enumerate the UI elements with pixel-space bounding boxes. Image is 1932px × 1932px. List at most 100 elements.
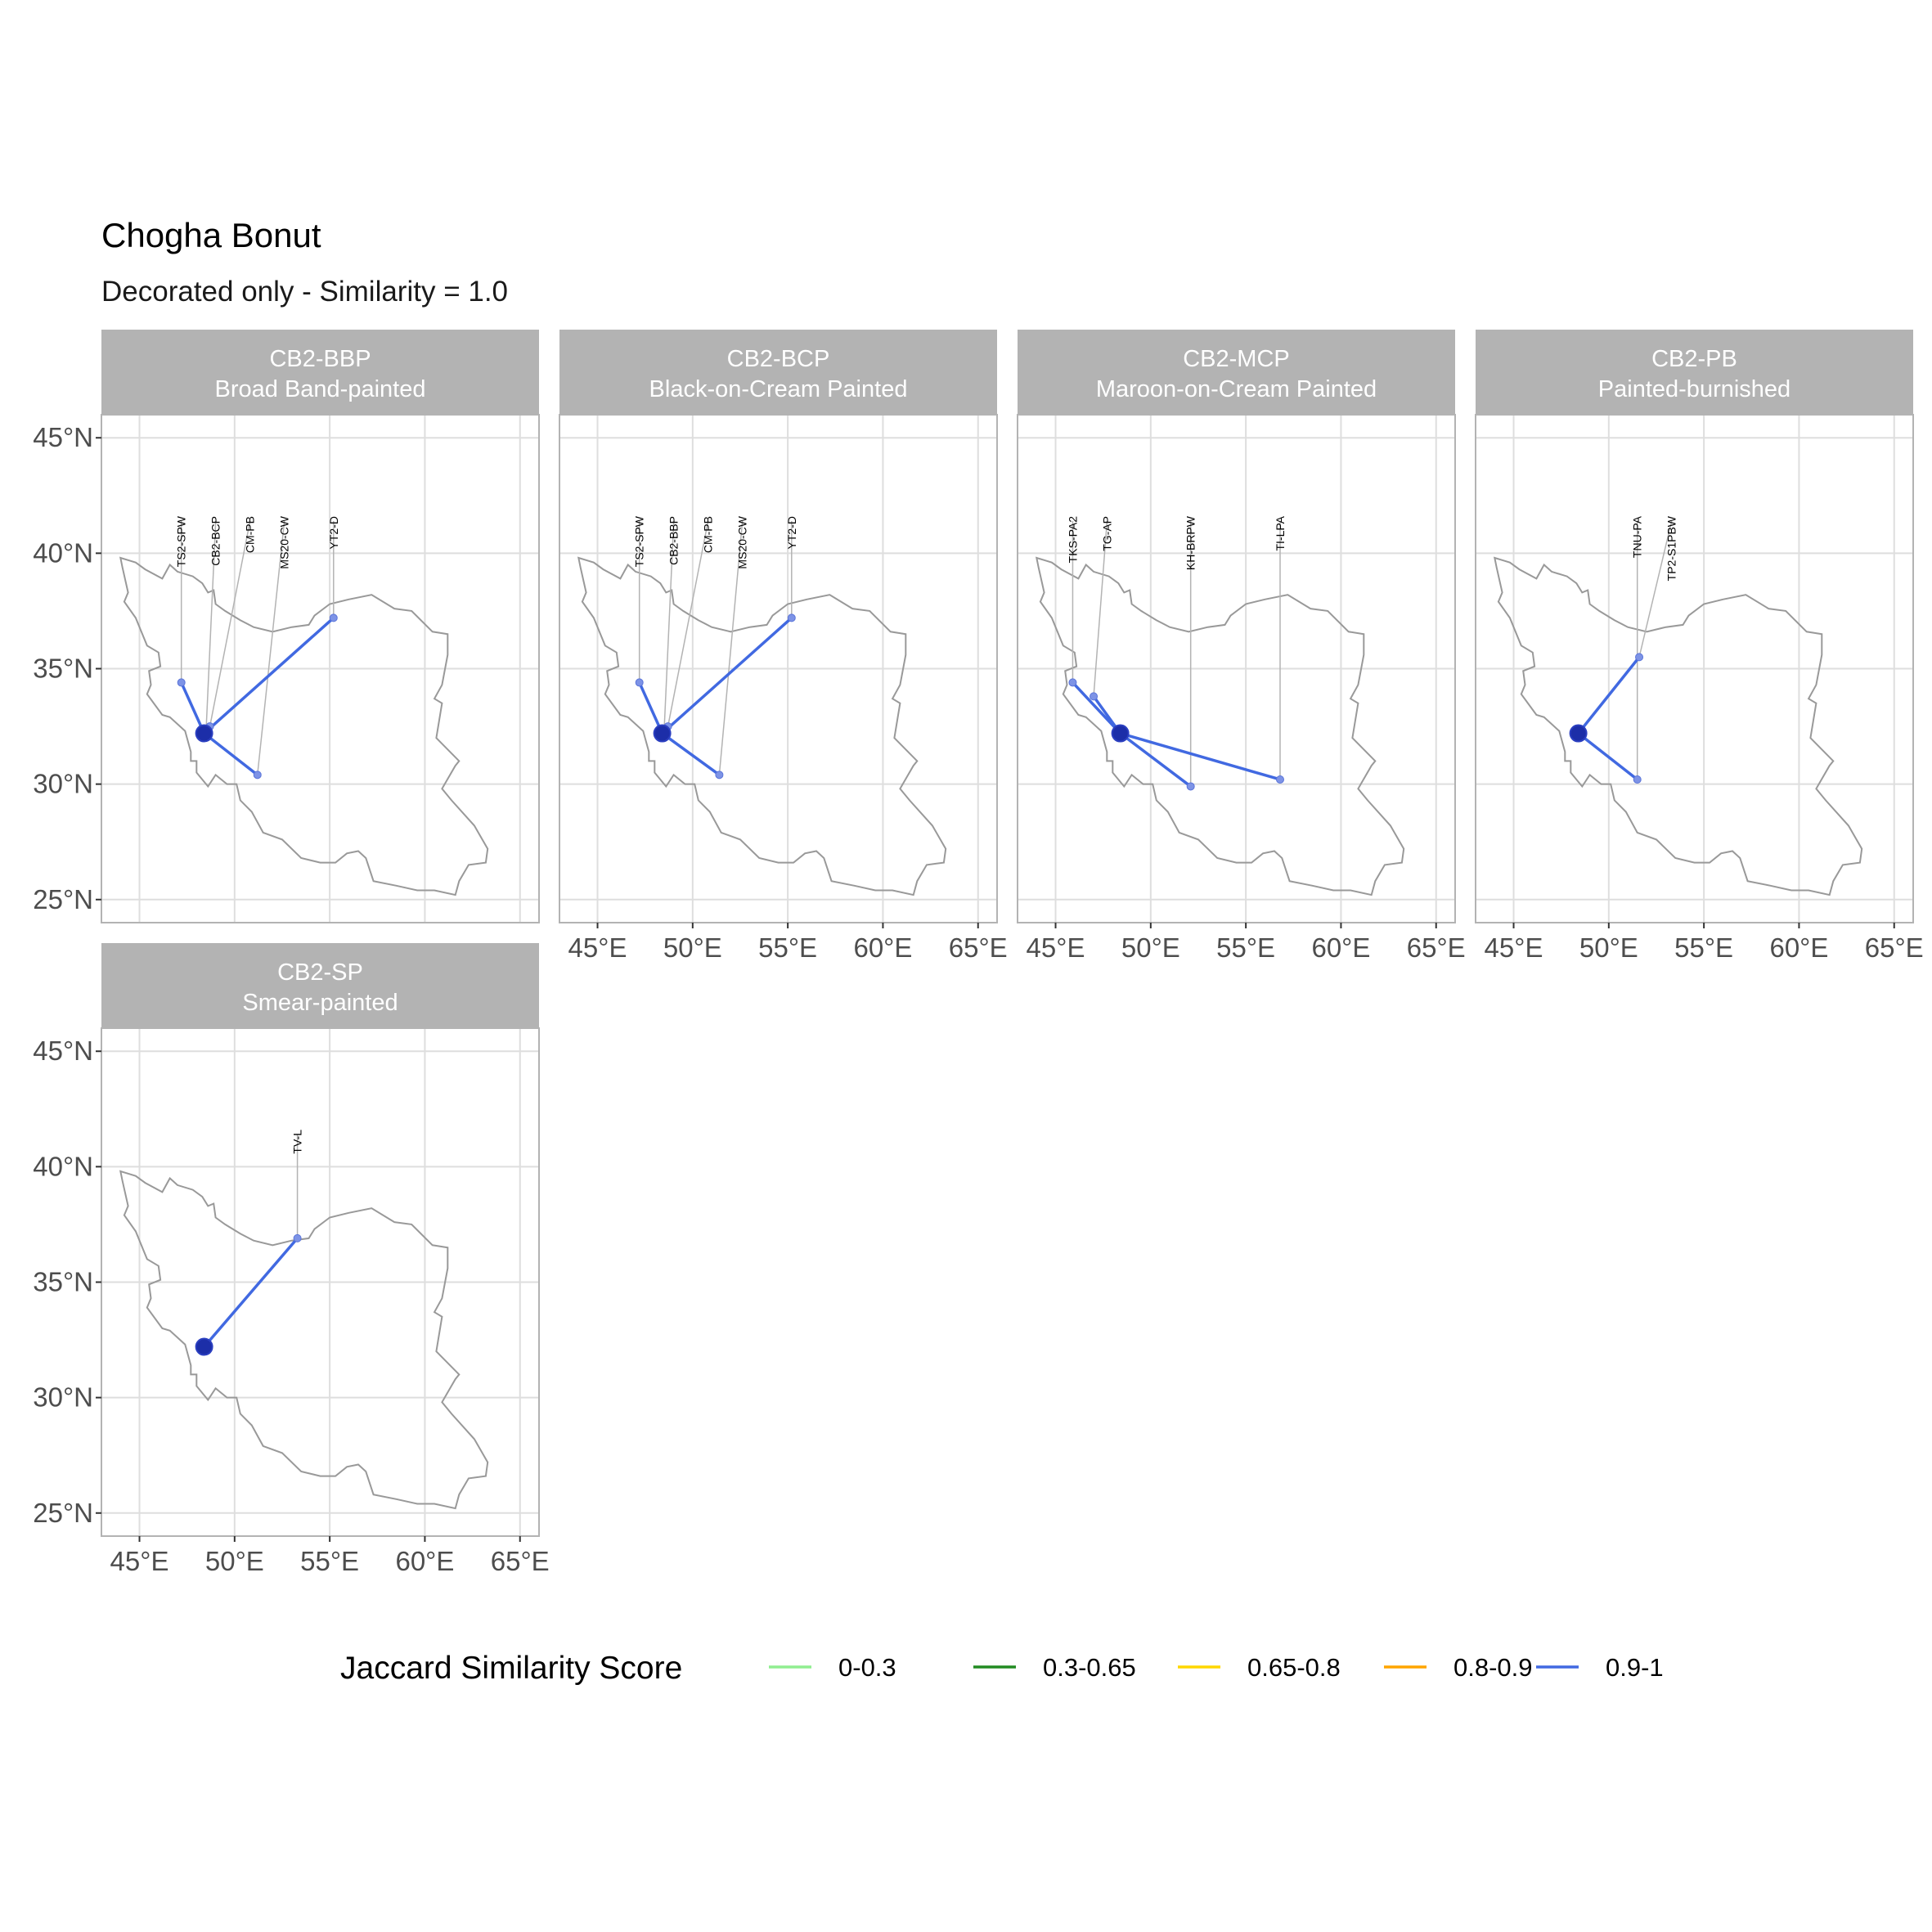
strip-code: CB2-MCP	[1183, 346, 1290, 372]
site-label: TV-L	[291, 1130, 304, 1154]
strip-background	[1018, 330, 1455, 415]
strip-background	[1476, 330, 1913, 415]
site-point	[177, 678, 186, 687]
strip-name: Maroon-on-Cream Painted	[1096, 376, 1377, 402]
site-point	[293, 1233, 302, 1242]
site-label: CM-PB	[702, 516, 715, 553]
connection-line	[1577, 656, 1641, 735]
site-label: TS2-SPW	[633, 515, 646, 567]
x-tick-label: 55°E	[758, 932, 817, 963]
legend-label: 0.9-1	[1606, 1653, 1664, 1682]
site-point	[253, 771, 262, 780]
x-tick-label: 65°E	[949, 932, 1008, 963]
x-tick-label: 55°E	[1216, 932, 1275, 963]
site-point	[787, 613, 796, 622]
strip-code: CB2-SP	[277, 959, 363, 986]
x-tick-label: 65°E	[1865, 932, 1924, 963]
y-tick-label: 25°N	[33, 884, 93, 914]
y-tick-label: 40°N	[33, 1151, 93, 1181]
connection-line	[1577, 732, 1638, 781]
y-tick-label: 35°N	[33, 654, 93, 684]
site-point	[1090, 692, 1099, 701]
site-label: MS20-CW	[278, 515, 291, 568]
connection-line	[1120, 731, 1281, 781]
strip-background	[101, 330, 539, 415]
x-tick-label: 65°E	[491, 1546, 550, 1576]
strip-background	[101, 943, 539, 1028]
label-leader-line	[256, 520, 285, 775]
site-point	[1635, 653, 1644, 662]
country-outline	[119, 1170, 489, 1510]
strip-name: Painted-burnished	[1598, 376, 1790, 402]
x-tick-label: 55°E	[1674, 932, 1733, 963]
strip-code: CB2-BBP	[269, 346, 371, 372]
origin-point	[653, 724, 672, 743]
panel-border	[1475, 414, 1914, 923]
country-outline	[1035, 556, 1405, 896]
x-tick-label: 65°E	[1407, 932, 1466, 963]
origin-point	[195, 724, 213, 743]
facet-panel: CB2-SP Smear-painted TV-L 25°N 30°N 35°N 40°N 4…	[33, 943, 550, 1576]
site-point	[1186, 782, 1195, 791]
country-outline	[119, 556, 489, 896]
legend: Jaccard Similarity Score 0-0.3 0.3-0.65 0.6…	[340, 1651, 1664, 1686]
site-label: YT2-D	[785, 516, 798, 549]
site-label: TP2-S1PBW	[1665, 515, 1678, 581]
facet-panels: CB2-BBP Broad Band-painted TS2-SPW CB2-BCP C…	[33, 330, 1924, 1576]
legend-label: 0.65-0.8	[1247, 1653, 1341, 1682]
site-label: TKS-PA2	[1067, 516, 1080, 564]
y-tick-label: 30°N	[33, 1382, 93, 1413]
site-label: CM-PB	[244, 516, 257, 553]
strip-code: CB2-BCP	[727, 346, 830, 372]
legend-label: 0.8-0.9	[1453, 1653, 1533, 1682]
label-leader-line	[1093, 520, 1108, 697]
origin-point	[1111, 724, 1130, 743]
origin-point	[1569, 724, 1588, 743]
site-point	[635, 678, 644, 687]
x-tick-label: 60°E	[1769, 932, 1828, 963]
panel-border	[559, 414, 998, 923]
x-tick-label: 45°E	[568, 932, 627, 963]
y-tick-label: 45°N	[33, 1036, 93, 1066]
x-tick-label: 60°E	[853, 932, 912, 963]
strip-background	[559, 330, 997, 415]
legend-title: Jaccard Similarity Score	[340, 1651, 682, 1686]
facet-panel: CB2-PB Painted-burnished TNU-PA TP2-S1PBW 45…	[1475, 330, 1924, 963]
y-tick-label: 35°N	[33, 1267, 93, 1297]
site-label: TNU-PA	[1631, 515, 1644, 558]
y-tick-label: 40°N	[33, 537, 93, 568]
connection-line	[638, 681, 664, 735]
country-outline	[1493, 556, 1863, 896]
site-label: YT2-D	[327, 516, 340, 549]
label-leader-line	[1638, 520, 1673, 658]
x-tick-label: 60°E	[395, 1546, 454, 1576]
origin-point	[195, 1337, 213, 1356]
facet-panel: CB2-MCP Maroon-on-Cream Painted TKS-PA2 TG-…	[1017, 330, 1466, 963]
x-tick-label: 55°E	[300, 1546, 359, 1576]
strip-name: Broad Band-painted	[215, 376, 426, 402]
label-leader-line	[667, 520, 709, 727]
legend-label: 0.3-0.65	[1043, 1653, 1136, 1682]
connection-line	[203, 732, 258, 776]
strip-code: CB2-PB	[1651, 346, 1737, 372]
panel-border	[1017, 414, 1456, 923]
x-tick-label: 50°E	[1579, 932, 1638, 963]
y-tick-label: 45°N	[33, 422, 93, 452]
connection-line	[1072, 681, 1121, 735]
x-tick-label: 50°E	[1121, 932, 1180, 963]
label-leader-line	[663, 520, 675, 731]
site-label: KH-BRPW	[1184, 515, 1197, 570]
site-label: CB2-BBP	[667, 516, 681, 565]
label-leader-line	[718, 520, 744, 775]
x-tick-label: 45°E	[1027, 932, 1085, 963]
chart-title: Chogha Bonut	[101, 216, 321, 254]
x-tick-label: 50°E	[663, 932, 722, 963]
connection-line	[661, 617, 793, 735]
site-label: TS2-SPW	[175, 515, 188, 567]
site-point	[1633, 775, 1642, 784]
site-label: MS20-CW	[736, 515, 749, 568]
x-tick-label: 45°E	[1485, 932, 1543, 963]
y-tick-label: 30°N	[33, 769, 93, 799]
y-tick-label: 25°N	[33, 1498, 93, 1528]
